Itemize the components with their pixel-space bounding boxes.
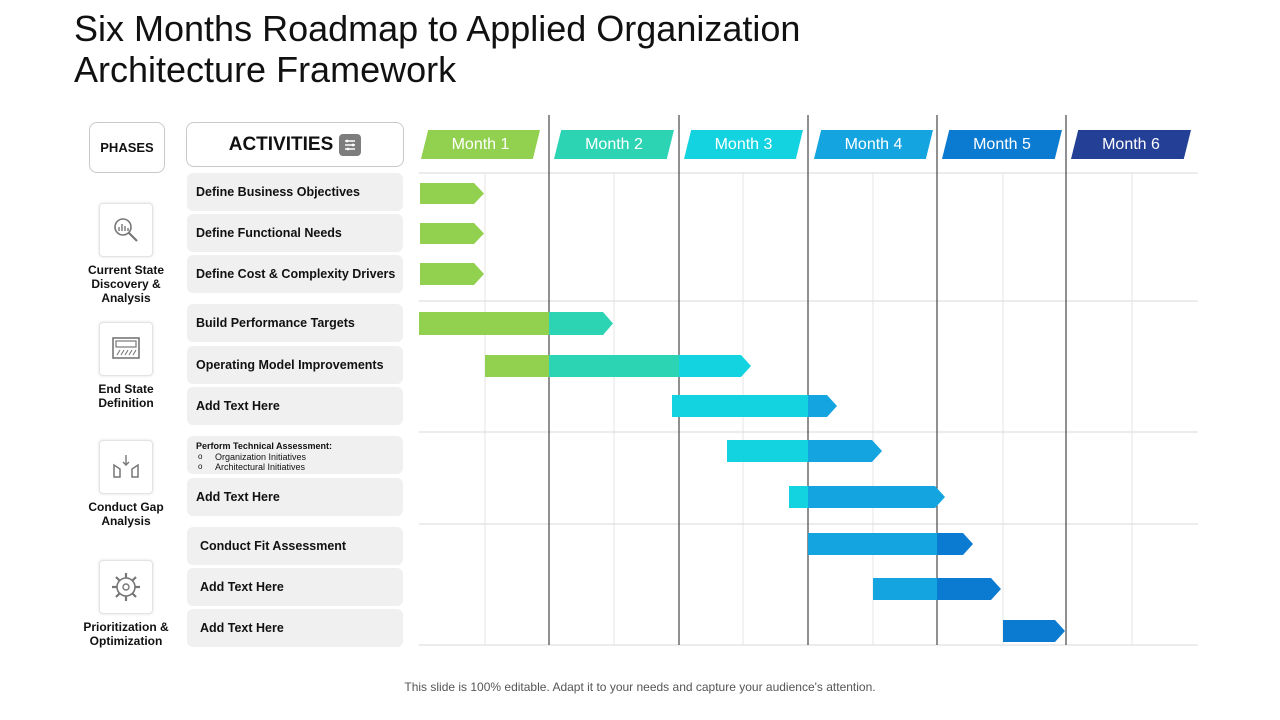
checklist-icon — [339, 133, 362, 156]
gantt-bar — [420, 183, 484, 204]
phase-gap-analysis: Conduct Gap Analysis — [78, 440, 174, 528]
phase-label: Prioritization & Optimization — [83, 620, 169, 648]
month-label: Month 2 — [585, 135, 643, 153]
activity-label: Add Text Here — [200, 580, 284, 594]
minor-gridlines — [484, 173, 1133, 645]
month-label: Month 4 — [844, 135, 903, 153]
gantt-bar — [420, 263, 484, 285]
gantt-bar — [808, 440, 882, 462]
activity-bullet: Organization Initiatives — [196, 452, 403, 463]
month-label: Month 3 — [714, 135, 773, 153]
gantt-bar-segment — [727, 440, 808, 462]
monitor-icon — [99, 322, 153, 376]
activity-row-4: Build Performance Targets — [187, 304, 403, 342]
gantt-bar — [549, 312, 613, 335]
activity-label: Add Text Here — [200, 621, 284, 635]
gantt-bar — [1003, 620, 1065, 642]
phase-label: Conduct Gap Analysis — [88, 500, 164, 528]
phase-label: Current State Discovery & Analysis — [87, 263, 164, 305]
month-label: Month 5 — [973, 135, 1031, 153]
magnifier-icon — [99, 203, 153, 257]
month-label: Month 6 — [1102, 135, 1160, 153]
activity-label: Define Cost & Complexity Drivers — [196, 267, 396, 281]
month-label: Month 1 — [451, 135, 510, 153]
gantt-bar-segment — [873, 578, 937, 600]
phase-prioritization: Prioritization & Optimization — [78, 560, 174, 648]
activity-row-8: Add Text Here — [187, 478, 403, 516]
gantt-bar — [808, 395, 837, 417]
month-tab-5: Month 5 — [942, 130, 1062, 159]
gantt-bar — [679, 355, 751, 377]
activity-row-9: Conduct Fit Assessment — [187, 527, 403, 565]
activity-row-3: Define Cost & Complexity Drivers — [187, 255, 403, 293]
page-title: Six Months Roadmap to Applied Organizati… — [74, 8, 801, 90]
month-tab-1: Month 1 — [421, 130, 540, 159]
activity-label: Build Performance Targets — [196, 316, 355, 330]
gantt-bar-segment — [789, 486, 808, 508]
activity-row-2: Define Functional Needs — [187, 214, 403, 252]
activity-row-1: Define Business Objectives — [187, 173, 403, 211]
month-tab-6: Month 6 — [1071, 130, 1191, 159]
month-tab-3: Month 3 — [684, 130, 803, 159]
phases-header-label: PHASES — [100, 140, 154, 155]
gantt-bar-segment — [672, 395, 808, 417]
activity-row-10: Add Text Here — [187, 568, 403, 606]
month-tab-2: Month 2 — [554, 130, 674, 159]
activity-label: Operating Model Improvements — [196, 358, 384, 372]
gear-icon — [99, 560, 153, 614]
activity-label: Perform Technical Assessment: — [196, 441, 333, 451]
activity-bullet: Architectural Initiatives — [196, 462, 403, 473]
activity-bullets: Organization Initiatives Architectural I… — [196, 452, 403, 473]
gantt-bar-segment — [808, 533, 937, 555]
activity-label: Add Text Here — [196, 399, 280, 413]
phase-end-state: End State Definition — [78, 322, 174, 410]
gantt-bar — [808, 486, 945, 508]
activity-label: Define Business Objectives — [196, 185, 360, 199]
activity-label: Add Text Here — [196, 490, 280, 504]
activity-row-5: Operating Model Improvements — [187, 346, 403, 384]
gantt-bar — [420, 223, 484, 244]
gantt-bar-segment — [549, 355, 679, 377]
gantt-bar-segment — [485, 355, 549, 377]
month-dividers — [548, 115, 1067, 645]
gantt-bar-segment — [419, 312, 549, 335]
activity-label: Define Functional Needs — [196, 226, 342, 240]
activity-label: Conduct Fit Assessment — [200, 539, 347, 553]
gantt-bar — [937, 578, 1001, 600]
footer-note: This slide is 100% editable. Adapt it to… — [404, 680, 876, 694]
activity-row-7: Perform Technical Assessment: Organizati… — [187, 436, 403, 474]
phase-current-state: Current State Discovery & Analysis — [78, 203, 174, 305]
month-tab-4: Month 4 — [814, 130, 933, 159]
phase-label: End State Definition — [98, 382, 154, 410]
phases-header: PHASES — [89, 122, 165, 173]
activities-header-label: ACTIVITIES — [228, 133, 334, 155]
activities-header: ACTIVITIES — [186, 122, 404, 167]
activity-row-11: Add Text Here — [187, 609, 403, 647]
activity-row-6: Add Text Here — [187, 387, 403, 425]
gantt-bar — [937, 533, 973, 555]
gap-icon — [99, 440, 153, 494]
